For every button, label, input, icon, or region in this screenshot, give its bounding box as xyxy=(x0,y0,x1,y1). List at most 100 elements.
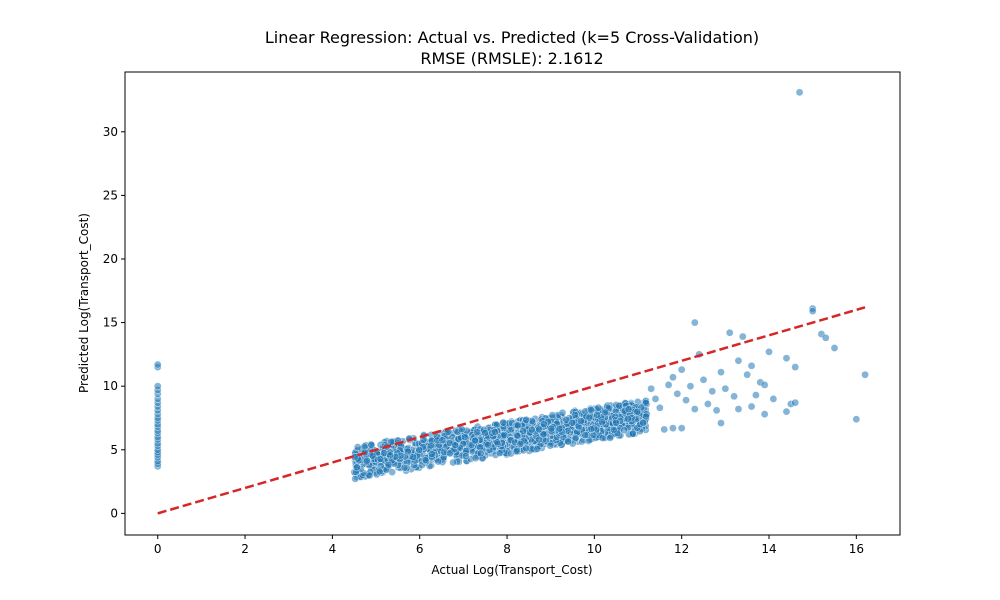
data-point xyxy=(587,406,595,414)
data-point xyxy=(421,456,430,464)
chart-title: Linear Regression: Actual vs. Predicted … xyxy=(265,28,759,47)
data-point xyxy=(721,384,730,393)
data-point xyxy=(571,434,580,442)
data-point xyxy=(461,452,470,460)
data-point xyxy=(460,433,469,441)
data-point xyxy=(451,441,459,450)
data-point xyxy=(367,441,376,449)
data-point xyxy=(760,410,769,419)
data-point xyxy=(365,471,374,480)
data-point xyxy=(499,418,508,427)
data-point xyxy=(669,424,677,432)
data-point xyxy=(564,437,572,446)
data-point xyxy=(686,382,695,391)
data-point xyxy=(434,457,443,466)
data-point xyxy=(690,405,699,413)
data-point xyxy=(577,417,585,425)
data-point xyxy=(360,442,369,451)
data-point xyxy=(522,444,530,453)
data-point xyxy=(427,441,435,450)
data-point xyxy=(438,436,447,444)
data-point xyxy=(594,403,603,412)
data-point xyxy=(519,426,528,435)
data-point xyxy=(628,429,637,438)
data-point xyxy=(598,418,607,427)
data-point xyxy=(514,421,522,430)
data-point xyxy=(548,411,557,420)
data-point xyxy=(386,451,394,460)
data-point xyxy=(375,467,384,476)
x-tick-label: 12 xyxy=(674,542,689,556)
axes-frame xyxy=(124,71,901,536)
data-point xyxy=(368,451,377,460)
data-point xyxy=(615,401,624,410)
data-point xyxy=(415,446,424,454)
data-point xyxy=(153,360,162,369)
data-point xyxy=(533,445,542,453)
chart-subtitle: RMSE (RMSLE): 2.1612 xyxy=(420,49,603,68)
data-point xyxy=(660,425,669,434)
data-point xyxy=(495,449,504,457)
data-point xyxy=(546,441,554,450)
data-point xyxy=(609,426,618,434)
y-tick-label: 10 xyxy=(103,379,118,393)
x-tick-label: 0 xyxy=(154,542,162,556)
data-point xyxy=(476,449,485,458)
data-point xyxy=(535,425,543,434)
data-point xyxy=(558,408,567,417)
x-axis-ticks: 0 2 4 6 8 10 12 14 16 xyxy=(154,535,864,556)
data-point xyxy=(708,387,717,396)
data-point xyxy=(449,458,457,467)
data-point xyxy=(760,381,769,389)
data-point xyxy=(512,447,521,455)
data-point xyxy=(725,328,734,337)
data-point xyxy=(351,474,360,483)
data-point xyxy=(673,389,682,398)
data-point xyxy=(712,406,721,415)
data-point xyxy=(717,419,725,427)
data-point xyxy=(752,391,760,399)
y-axis-ticks: 0 5 10 15 20 25 30 xyxy=(103,125,125,520)
data-point xyxy=(547,424,556,433)
data-point xyxy=(612,418,620,427)
data-point xyxy=(624,414,632,423)
data-point xyxy=(633,407,642,416)
x-tick-label: 8 xyxy=(503,542,511,556)
data-point xyxy=(677,365,686,374)
data-point xyxy=(353,463,361,472)
data-point xyxy=(581,431,590,439)
y-tick-label: 5 xyxy=(110,443,118,457)
data-point xyxy=(677,424,686,432)
data-point xyxy=(409,453,418,461)
data-point xyxy=(471,454,480,463)
data-point xyxy=(493,438,502,447)
data-point xyxy=(830,344,839,352)
data-point xyxy=(555,424,564,433)
points-layer xyxy=(153,88,869,483)
data-point xyxy=(743,370,752,379)
x-tick-label: 10 xyxy=(587,542,602,556)
data-point xyxy=(353,443,362,451)
data-point xyxy=(153,382,162,391)
data-point xyxy=(765,347,773,356)
data-point xyxy=(481,428,490,437)
data-point xyxy=(522,415,531,424)
y-tick-label: 15 xyxy=(103,316,118,330)
data-point xyxy=(491,428,499,436)
data-point xyxy=(664,381,673,389)
data-point xyxy=(699,375,708,384)
data-point xyxy=(362,456,371,465)
data-point xyxy=(738,332,747,341)
data-point xyxy=(568,418,577,427)
data-point xyxy=(669,373,677,382)
data-point xyxy=(587,425,596,433)
data-point xyxy=(647,384,655,393)
data-point xyxy=(601,408,609,417)
data-point xyxy=(400,463,409,472)
data-point xyxy=(593,410,601,419)
data-point xyxy=(861,370,869,379)
data-point xyxy=(585,413,594,422)
data-point xyxy=(428,450,436,458)
data-point xyxy=(747,361,756,370)
